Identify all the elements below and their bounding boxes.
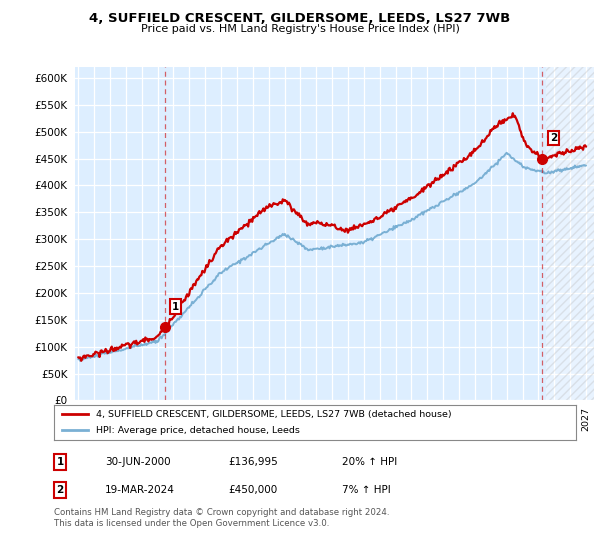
Bar [547,67,594,400]
Text: 1: 1 [56,457,64,467]
Text: £136,995: £136,995 [228,457,278,467]
Text: 2: 2 [56,485,64,495]
Text: 20% ↑ HPI: 20% ↑ HPI [342,457,397,467]
Text: 19-MAR-2024: 19-MAR-2024 [105,485,175,495]
Text: £450,000: £450,000 [228,485,277,495]
Text: 4, SUFFIELD CRESCENT, GILDERSOME, LEEDS, LS27 7WB: 4, SUFFIELD CRESCENT, GILDERSOME, LEEDS,… [89,12,511,25]
Text: Contains HM Land Registry data © Crown copyright and database right 2024.
This d: Contains HM Land Registry data © Crown c… [54,508,389,528]
Text: 2: 2 [550,133,557,143]
Text: 7% ↑ HPI: 7% ↑ HPI [342,485,391,495]
Text: 30-JUN-2000: 30-JUN-2000 [105,457,170,467]
Text: HPI: Average price, detached house, Leeds: HPI: Average price, detached house, Leed… [96,426,299,435]
Text: Price paid vs. HM Land Registry's House Price Index (HPI): Price paid vs. HM Land Registry's House … [140,24,460,34]
Text: 4, SUFFIELD CRESCENT, GILDERSOME, LEEDS, LS27 7WB (detached house): 4, SUFFIELD CRESCENT, GILDERSOME, LEEDS,… [96,410,451,419]
Text: 1: 1 [172,302,179,311]
